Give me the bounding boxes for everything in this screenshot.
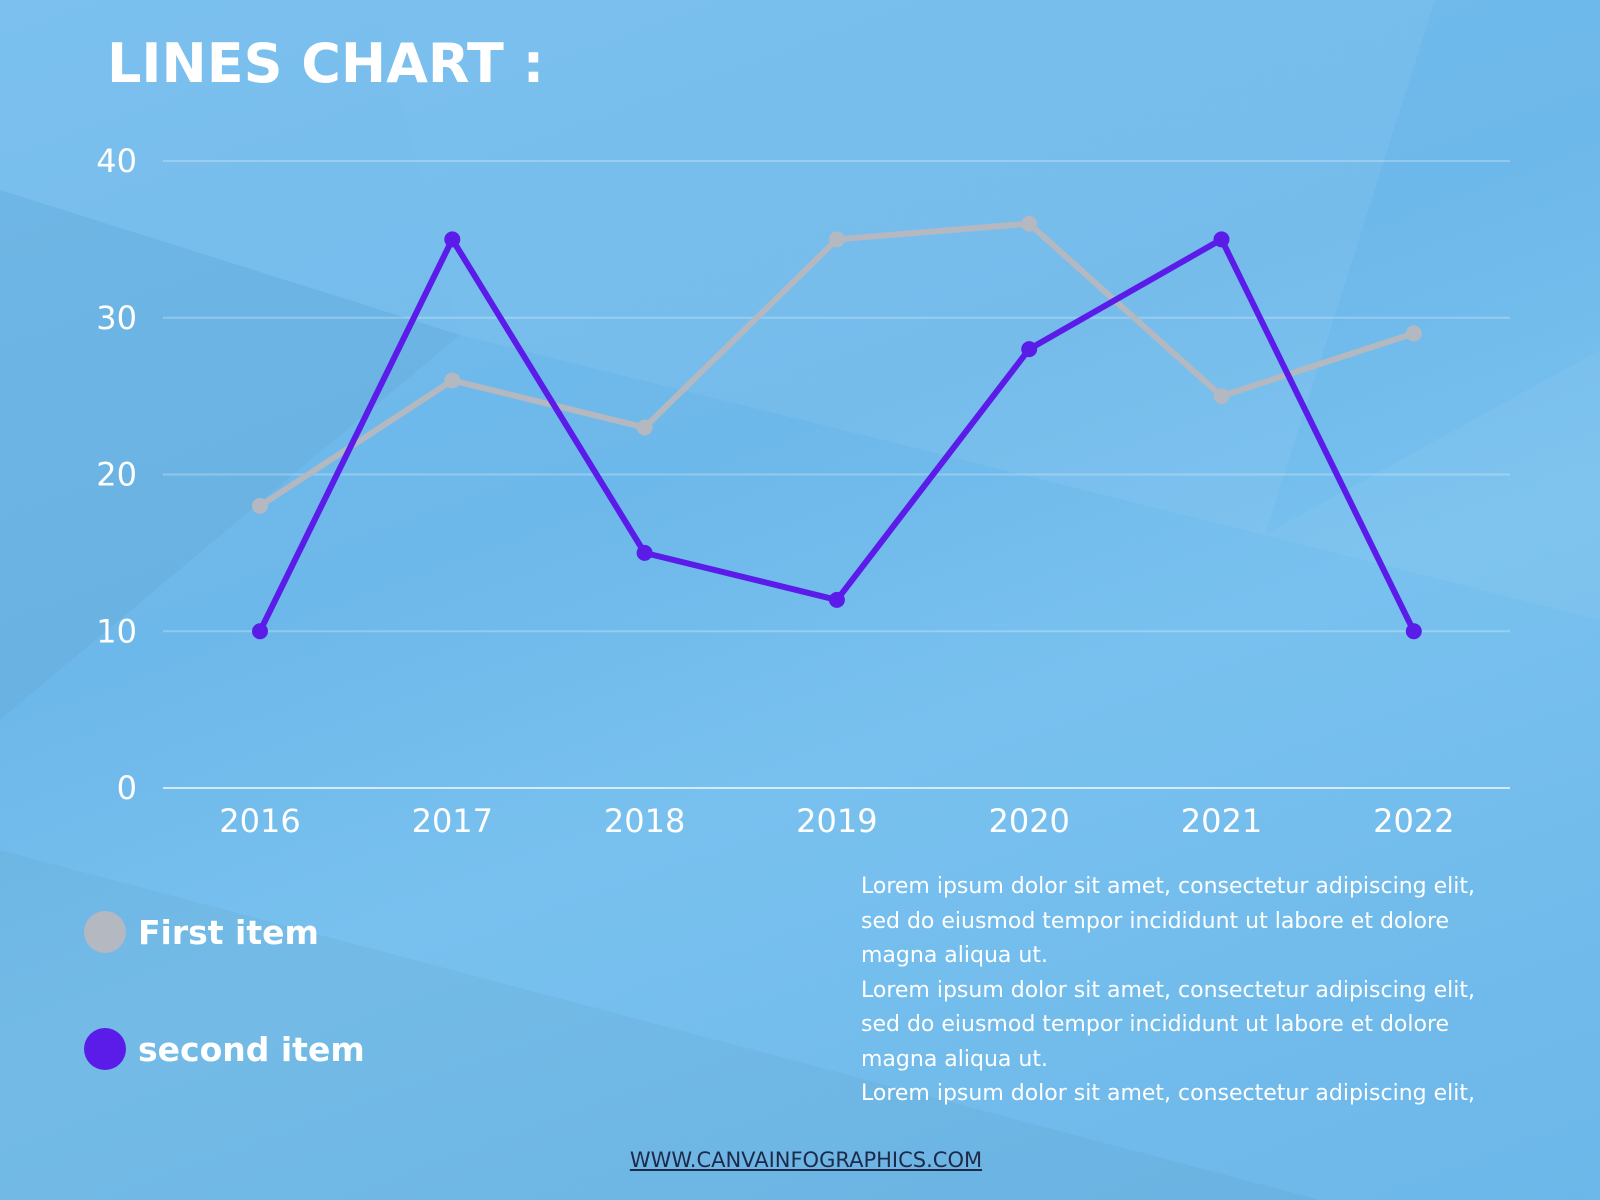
- data-point-series-2: [252, 623, 268, 640]
- data-point-series-1: [1021, 215, 1038, 232]
- y-tick-label: 10: [96, 612, 137, 650]
- y-tick-label: 20: [96, 456, 137, 494]
- y-tick-label: 40: [96, 142, 137, 180]
- data-point-series-2: [444, 231, 461, 248]
- description-line: sed do eiusmod tempor incididunt ut labo…: [861, 908, 1450, 934]
- y-tick-label: 30: [96, 299, 137, 337]
- data-point-series-1: [1213, 388, 1230, 405]
- data-point-series-1: [444, 372, 461, 389]
- legend-label-second: second item: [138, 1029, 365, 1069]
- legend-label-first: First item: [138, 912, 319, 952]
- legend-item-first: First item: [84, 911, 319, 953]
- data-point-series-2: [1405, 623, 1422, 640]
- legend-marker-second: [84, 1028, 126, 1070]
- x-tick-label: 2020: [988, 802, 1069, 840]
- chart-title: LINES CHART :: [107, 32, 545, 95]
- data-point-series-2: [636, 544, 653, 561]
- legend-item-second: second item: [84, 1028, 365, 1070]
- series-line-1: [258, 220, 1415, 509]
- x-tick-label: 2017: [412, 802, 493, 840]
- line-chart: 0 10 20 30 40 2016 2017 2018 2019 2020 2021 2022: [96, 142, 1454, 840]
- description-line: magna aliqua ut.: [861, 943, 1048, 968]
- description-text: Lorem ipsum dolor sit amet, consectetur …: [861, 870, 1561, 1112]
- description-line: Lorem ipsum dolor sit amet, consectetur …: [861, 874, 1475, 899]
- data-point-series-2: [828, 591, 845, 608]
- x-tick-label: 2022: [1373, 802, 1454, 840]
- y-tick-label: 0: [117, 769, 137, 807]
- x-tick-label: 2019: [796, 802, 877, 840]
- description-line: magna aliqua ut.: [861, 1046, 1048, 1072]
- data-point-series-1: [636, 419, 653, 436]
- x-tick-label: 2016: [219, 802, 300, 840]
- description-line: Lorem ipsum dolor sit amet, consectetur …: [861, 977, 1475, 1003]
- description-line: Lorem ipsum dolor sit amet, consectetur …: [861, 1081, 1475, 1106]
- data-point-series-1: [252, 497, 268, 514]
- x-tick-label: 2021: [1181, 802, 1262, 840]
- data-point-series-2: [1021, 341, 1038, 358]
- legend-marker-first: [84, 911, 126, 953]
- series-line-2: [257, 236, 1417, 633]
- description-line: sed do eiusmod tempor incididunt ut labo…: [861, 1012, 1450, 1037]
- data-point-series-1: [828, 231, 845, 248]
- data-point-series-2: [1213, 231, 1230, 248]
- website-link[interactable]: WWW.CANVAINFOGRAPHICS.COM: [629, 1148, 983, 1172]
- x-tick-label: 2018: [604, 802, 685, 840]
- data-point-series-1: [1405, 325, 1422, 342]
